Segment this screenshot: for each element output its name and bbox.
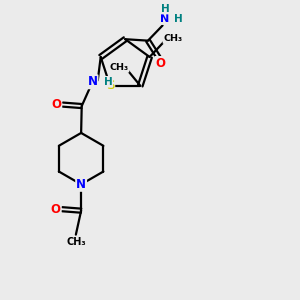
Text: H: H: [174, 14, 183, 24]
Text: H: H: [103, 77, 112, 87]
Text: CH₃: CH₃: [164, 34, 183, 43]
Text: N: N: [88, 75, 98, 88]
Text: O: O: [51, 203, 61, 216]
Text: CH₃: CH₃: [66, 237, 86, 247]
Text: O: O: [155, 57, 165, 70]
Text: N: N: [76, 178, 86, 191]
Text: CH₃: CH₃: [110, 63, 128, 72]
Text: N: N: [160, 14, 170, 24]
Text: H: H: [160, 4, 169, 14]
Text: S: S: [106, 79, 114, 92]
Text: O: O: [51, 98, 61, 111]
